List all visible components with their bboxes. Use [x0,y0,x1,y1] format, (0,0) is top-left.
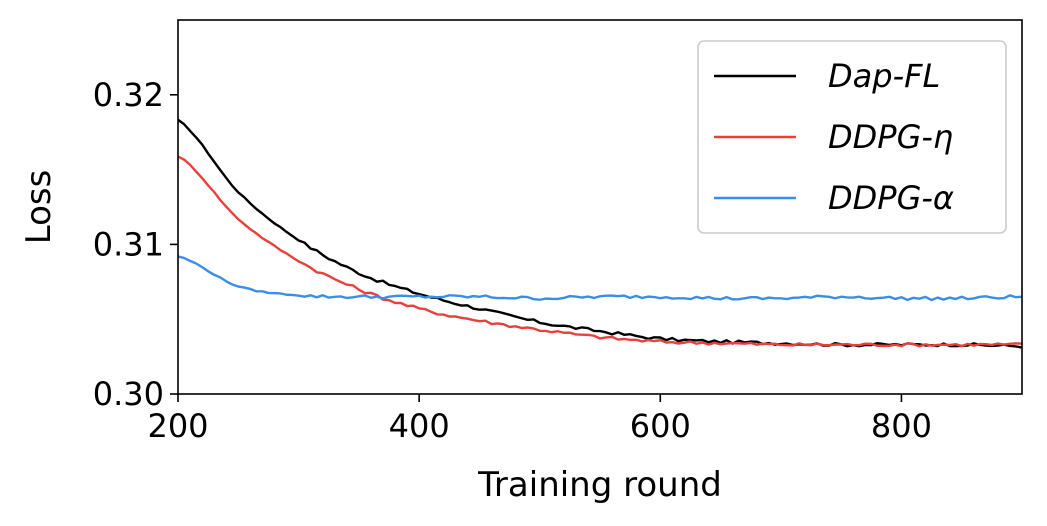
legend-label: DDPG-η [828,118,953,156]
x-tick-label: 200 [147,407,208,445]
ticks-layer: 200 400 600 800 0.30 0.31 0.32 [93,76,932,445]
legend: Dap-FL DDPG-η DDPG-α [697,40,1007,234]
series-line-1 [178,118,1022,349]
y-tick-label: 0.32 [93,76,164,114]
legend-label: DDPG-α [828,179,954,217]
y-tick-label: 0.30 [93,375,164,413]
series-line-3 [178,255,1022,302]
series-layer [178,118,1022,349]
x-tick-label: 800 [871,407,932,445]
x-tick-label: 400 [389,407,450,445]
y-axis-label: Loss [19,170,59,245]
series-line-2 [178,155,1022,348]
x-tick-label: 600 [630,407,691,445]
legend-box [697,40,1007,234]
y-tick-label: 0.31 [93,225,164,263]
legend-label: Dap-FL [828,57,940,95]
x-axis-label: Training round [477,465,722,505]
plot-frame [177,19,1023,395]
